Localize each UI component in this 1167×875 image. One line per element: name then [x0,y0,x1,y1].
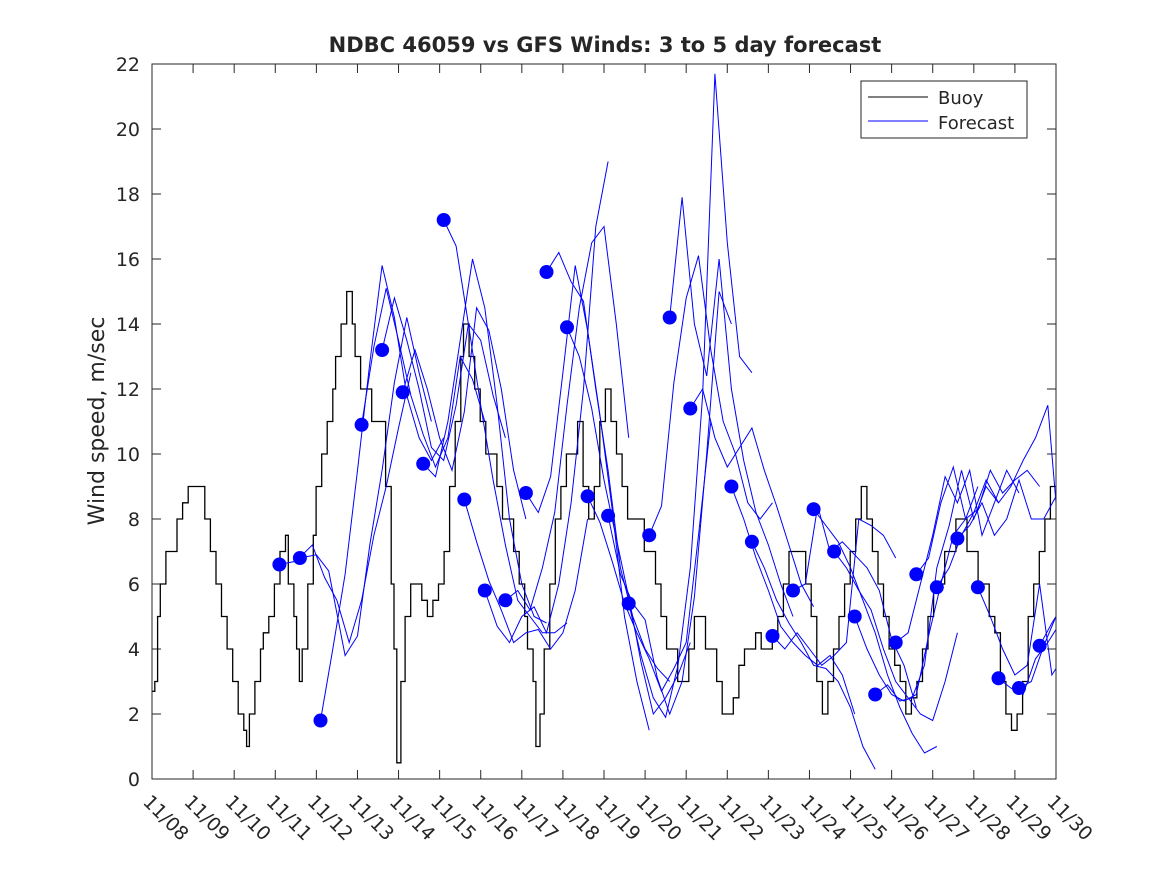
forecast-start-point [724,479,739,494]
forecast-start-point [272,557,287,572]
forecast-start-point [292,551,307,565]
forecast-line [546,251,671,682]
forecast-line [628,73,753,719]
y-tick-label: 16 [116,249,140,271]
forecast-line [813,508,938,754]
forecast-start-point [744,534,759,549]
forecast-line [463,499,589,650]
forecast-start-point [642,528,657,543]
forecast-start-point [457,492,472,507]
y-axis-label: Wind speed, m/sec [85,317,110,526]
y-tick-label: 12 [116,379,140,401]
forecast-start-point [868,687,883,702]
forecast-line [320,265,445,721]
forecast-start-point [375,343,390,357]
forecast-line [422,258,547,624]
forecast-start-point [909,567,924,582]
forecast-line [1039,616,1057,647]
forecast-start-point [477,583,492,598]
forecast-line [957,478,1057,539]
y-tick-label: 18 [116,184,140,206]
forecast-line [689,387,815,608]
forecast-line [484,161,609,644]
forecast-line [299,317,432,657]
y-tick-label: 20 [116,119,140,141]
forecast-start-point [436,213,451,227]
forecast-start-point [1012,681,1026,695]
forecast-start-point [683,401,698,416]
forecast-line [895,468,1020,643]
forecast-line [648,255,773,536]
forecast-start-point [395,385,410,400]
y-tick-label: 22 [116,54,140,76]
forecast-line [381,296,506,462]
y-tick-label: 6 [128,574,140,596]
forecast-start-point [560,320,574,335]
forecast-start-point [662,310,677,325]
forecast-start-point [416,456,431,471]
forecast-line [977,583,1057,677]
forecast-line [669,197,794,617]
forecast-line [854,486,979,702]
forecast-line [998,629,1057,696]
forecast-start-point [847,609,862,624]
forecast-start-point [354,417,369,432]
forecast-line [772,518,897,667]
y-tick-label: 4 [128,639,140,661]
y-tick-label: 2 [128,704,140,726]
forecast-line [833,551,958,722]
legend-box [860,80,1028,139]
forecast-line [915,465,1040,575]
forecast-start-point [580,489,595,504]
forecast-line [607,291,732,716]
forecast-start-point [991,671,1006,686]
forecast-start-point [498,593,513,608]
forecast-start-point [1032,638,1047,653]
legend: Buoy Forecast [860,80,1028,139]
forecast-line [751,541,876,770]
forecast-line [279,372,412,645]
forecast-series [272,73,1057,770]
y-tick-label: 10 [116,444,140,466]
forecast-start-point [827,544,842,559]
y-tick-label: 0 [128,769,140,791]
forecast-start-point [313,713,328,728]
forecast-start-point [786,583,800,598]
forecast-start-point [539,265,554,279]
y-tick-label: 8 [128,509,140,531]
forecast-start-point [518,486,533,500]
forecast-start-point [950,531,965,546]
legend-forecast-label: Forecast [938,113,1014,134]
forecast-line [587,421,712,693]
forecast-line [936,405,1057,588]
y-axis-tick-labels: 0 2 4 6 8 10 12 14 16 18 20 22 [116,54,140,791]
y-tick-label: 14 [116,314,140,336]
forecast-start-point [601,508,616,523]
forecast-start-point [806,502,821,517]
forecast-start-point [765,629,780,643]
forecast-start-point [888,635,903,650]
chart-title: NDBC 46059 vs GFS Winds: 3 to 5 day fore… [329,33,882,57]
forecast-line [505,225,630,612]
forecast-start-point [929,580,944,595]
forecast-start-point [621,596,636,611]
plot-frame [151,63,1057,780]
legend-buoy-label: Buoy [938,88,984,109]
forecast-line [402,306,527,520]
forecast-line [361,288,486,469]
forecast-start-point [970,580,985,595]
